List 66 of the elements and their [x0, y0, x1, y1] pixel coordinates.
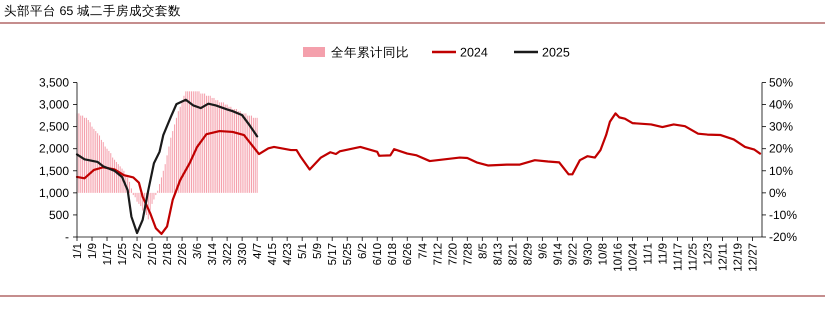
y-tick-label: - [65, 230, 69, 244]
x-tick-label: 4/7 [252, 243, 264, 259]
x-tick-label: 5/25 [342, 243, 354, 266]
x-tick-label: 12/27 [747, 243, 760, 272]
x-tick-label: 2/18 [162, 243, 174, 266]
y2-tick-label: 10% [769, 164, 794, 178]
x-tick-label: 2/26 [177, 243, 190, 266]
y2-tick-label: -10% [769, 208, 798, 222]
x-tick-label: 8/13 [492, 243, 504, 266]
y-tick-label: 3,000 [38, 98, 70, 112]
legend-label: 2025 [542, 46, 570, 60]
x-tick-label: 8/5 [477, 243, 490, 259]
x-tick-label: 1/9 [87, 243, 100, 259]
x-tick-label: 9/6 [537, 243, 550, 259]
x-tick-label: 1/25 [117, 243, 130, 266]
x-tick-label: 7/12 [432, 243, 444, 266]
x-tick-label: 10/16 [612, 243, 624, 272]
x-tick-label: 11/9 [657, 243, 670, 265]
x-tick-label: 11/25 [687, 243, 700, 271]
y2-tick-label: 40% [769, 98, 794, 112]
x-tick-label: 5/9 [312, 243, 324, 259]
y2-tick-label: 30% [769, 120, 794, 134]
legend-label: 全年累计同比 [331, 46, 409, 60]
x-tick-label: 8/21 [507, 243, 520, 266]
x-tick-label: 12/11 [717, 243, 730, 271]
legend-label: 2024 [460, 46, 488, 60]
x-tick-label: 7/20 [447, 243, 460, 266]
x-tick-label: 1/1 [72, 243, 84, 259]
y-tick-label: 1,500 [38, 164, 70, 178]
x-tick-label: 6/18 [387, 243, 400, 266]
y-tick-label: 2,000 [38, 142, 70, 156]
x-tick-label: 11/17 [672, 243, 684, 271]
x-tick-label: 5/17 [327, 243, 340, 266]
x-tick-label: 4/23 [282, 243, 294, 266]
x-tick-label: 10/24 [627, 242, 640, 272]
x-tick-label: 9/22 [567, 243, 580, 266]
x-tick-label: 6/26 [402, 243, 414, 266]
x-tick-label: 3/22 [222, 243, 234, 266]
x-tick-label: 3/14 [207, 242, 220, 266]
y2-tick-label: 0% [769, 186, 787, 200]
x-tick-label: 1/17 [102, 243, 114, 266]
y-tick-label: 2,500 [38, 120, 70, 134]
x-tick-label: 10/8 [597, 243, 610, 266]
x-tick-label: 2/2 [132, 243, 144, 259]
x-tick-label: 6/2 [357, 243, 370, 259]
x-tick-label: 3/6 [192, 243, 204, 259]
x-tick-label: 6/10 [372, 243, 384, 266]
y-tick-label: 3,500 [38, 76, 70, 90]
x-tick-label: 11/1 [642, 243, 654, 265]
y2-tick-label: -20% [769, 230, 798, 244]
y2-tick-label: 20% [769, 142, 794, 156]
x-tick-label: 12/19 [732, 243, 744, 272]
x-tick-label: 8/29 [522, 243, 534, 266]
y2-tick-label: 50% [769, 76, 794, 90]
x-tick-label: 2/10 [147, 243, 160, 266]
x-tick-label: 3/30 [237, 243, 250, 266]
x-tick-label: 4/15 [267, 243, 280, 266]
x-tick-label: 9/30 [582, 243, 594, 266]
x-tick-label: 9/14 [552, 242, 564, 266]
x-tick-label: 7/4 [417, 242, 430, 259]
y-tick-label: 1,000 [38, 186, 70, 200]
x-tick-label: 7/28 [462, 243, 474, 266]
x-tick-label: 5/1 [297, 243, 310, 259]
chart-title: 头部平台 65 城二手房成交套数 [4, 3, 181, 18]
x-tick-label: 12/3 [702, 243, 714, 266]
y-tick-label: 500 [48, 208, 70, 222]
